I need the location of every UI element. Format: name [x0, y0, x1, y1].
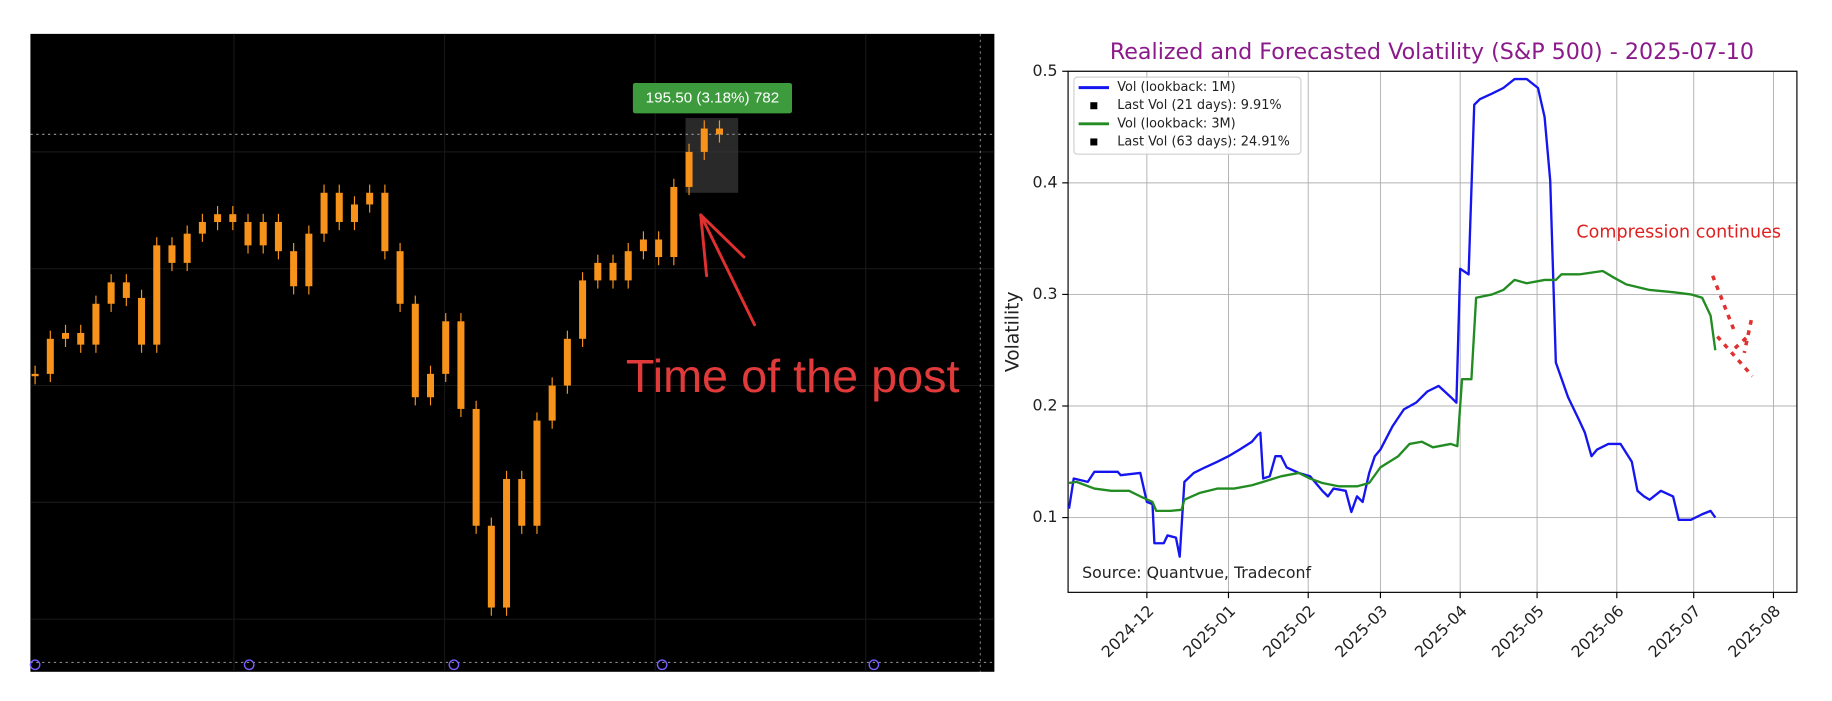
- y-tick-label: 0.4: [1032, 172, 1057, 191]
- candle: [259, 221, 267, 246]
- candle: [77, 332, 85, 345]
- annotation: Compression continues: [1576, 223, 1781, 243]
- x-tick-label: 2024-12: [1098, 601, 1158, 661]
- candle: [518, 479, 526, 526]
- candle: [411, 303, 419, 398]
- legend-label: Last Vol (63 days): 24.91%: [1117, 134, 1290, 149]
- volatility-chart: Realized and Forecasted Volatility (S&P …: [1003, 39, 1798, 661]
- price-badge: [632, 82, 792, 114]
- panel-grid: [30, 33, 995, 672]
- candle: [715, 128, 723, 135]
- candle: [274, 221, 282, 252]
- candle: [594, 262, 602, 281]
- forecast-sketch: [1711, 275, 1754, 378]
- candle: [92, 303, 100, 345]
- arrow: [699, 213, 757, 327]
- x-tick-label: 2025-08: [1724, 601, 1784, 661]
- legend-label: Vol (lookback: 1M): [1117, 80, 1235, 95]
- candle: [350, 204, 358, 222]
- candle: [609, 262, 617, 281]
- candle: [548, 385, 556, 421]
- highlight-box: [685, 118, 739, 193]
- series-line: [1067, 77, 1717, 558]
- candle: [426, 373, 435, 398]
- y-tick-label: 0.2: [1032, 396, 1057, 415]
- annotation: Time of the post: [626, 350, 960, 402]
- candle: [335, 192, 343, 222]
- candle: [700, 128, 708, 152]
- x-tick-label: 2025-02: [1259, 601, 1319, 661]
- candle: [472, 408, 480, 526]
- y-tick-label: 0.1: [1032, 507, 1057, 526]
- candle: [442, 321, 450, 374]
- legend-box: [1073, 76, 1302, 155]
- candle: [229, 214, 237, 222]
- candle: [655, 239, 663, 258]
- candle: [168, 245, 176, 263]
- candle: [122, 282, 130, 298]
- candle: [381, 192, 389, 252]
- candle: [533, 420, 541, 526]
- candle: [457, 321, 465, 409]
- candle: [639, 239, 647, 252]
- plot-frame: [1067, 70, 1798, 593]
- x-tick-label: 2025-07: [1644, 601, 1704, 661]
- legend-label: Vol (lookback: 3M): [1117, 116, 1235, 131]
- chart-title: Realized and Forecasted Volatility (S&P …: [1110, 39, 1754, 65]
- legend-swatch: [1090, 102, 1098, 110]
- candle: [563, 338, 571, 386]
- candle: [138, 297, 146, 345]
- x-tick-label: 2025-04: [1411, 601, 1471, 661]
- candle: [244, 221, 252, 246]
- x-tick-label: 2025-01: [1179, 601, 1239, 661]
- grid: [1068, 70, 1797, 593]
- panel-background: [30, 33, 995, 672]
- legend: Vol (lookback: 1M) Last Vol (21 days): 9.…: [1073, 76, 1302, 155]
- y-axis-label: Volatility: [1003, 291, 1024, 372]
- x-tick-label: 2025-06: [1567, 601, 1627, 661]
- legend-swatch: [1090, 138, 1098, 146]
- candle: [198, 221, 206, 234]
- event-icons: [29, 659, 880, 671]
- candle: [670, 186, 678, 258]
- candle: [320, 192, 328, 234]
- y-tick-label: 0.3: [1032, 284, 1057, 303]
- legend-label: Last Vol (21 days): 9.91%: [1117, 98, 1281, 113]
- x-tick-label: 2025-03: [1331, 601, 1391, 661]
- series-line: [1068, 269, 1717, 513]
- candle: [487, 525, 495, 608]
- candle: [214, 214, 222, 222]
- candle: [503, 479, 511, 608]
- candle: [396, 251, 404, 304]
- candle: [366, 192, 374, 205]
- x-tick-label: 2025-05: [1488, 601, 1548, 661]
- candle: [624, 251, 632, 281]
- candle: [153, 245, 161, 345]
- price-panel: Time of the post 195.50 (3.18%) 782: [29, 33, 995, 672]
- candle: [183, 233, 191, 263]
- candle: [46, 338, 54, 374]
- candle: [62, 332, 70, 339]
- candle: [107, 282, 115, 304]
- y-tick-label: 0.5: [1032, 61, 1057, 80]
- candle: [685, 151, 693, 187]
- candle: [579, 280, 587, 339]
- candle: [31, 373, 39, 377]
- candle: [290, 251, 298, 287]
- candle: [305, 233, 313, 287]
- source-note: Source: Quantvue, Tradeconf: [1082, 563, 1311, 582]
- price-badge-text: 195.50 (3.18%) 782: [646, 90, 780, 107]
